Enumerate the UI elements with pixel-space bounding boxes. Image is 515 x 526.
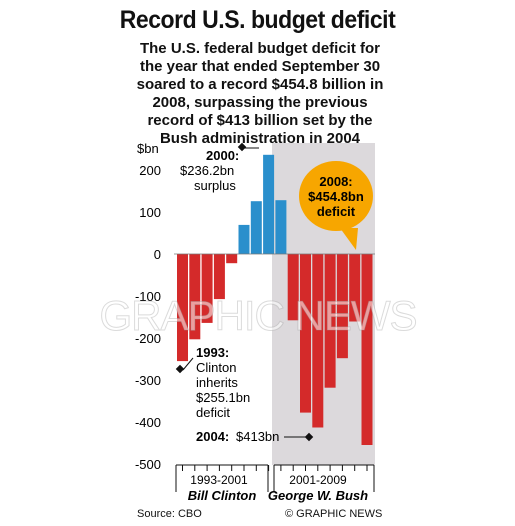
president-bush: George W. Bush <box>268 488 368 503</box>
annotation-2004-value: $413bn <box>236 429 279 444</box>
source-note: Source: CBO <box>137 508 202 520</box>
annotation-2008-label: deficit <box>317 204 356 219</box>
chart-subtitle: The U.S. federal budget deficit for the … <box>110 40 410 148</box>
watermark-text: GRAPHIC NEWS <box>99 292 416 339</box>
annotation-1993-marker <box>175 364 185 374</box>
credit-note: © GRAPHIC NEWS <box>285 508 383 520</box>
subtitle-line: record of $413 billion set by the <box>147 112 373 129</box>
period-range-clinton: 1993-2001 <box>190 473 248 487</box>
bar-1994 <box>189 254 201 340</box>
bar-2000 <box>263 154 275 254</box>
subtitle-line: soared to a record $454.8 billion in <box>136 76 384 93</box>
annotation-1993: 1993: Clinton inherits $255.1bn deficit <box>175 345 250 420</box>
subtitle-line: the year that ended September 30 <box>139 58 381 75</box>
bar-2003 <box>300 254 311 413</box>
annotation-2004: 2004: $413bn <box>196 429 314 444</box>
annotation-2000-marker <box>237 142 247 152</box>
annotation-1993-line: Clinton <box>196 360 236 375</box>
bar-1993 <box>177 254 188 362</box>
annotation-2008-value: $454.8bn <box>308 189 364 204</box>
y-tick-label: 200 <box>139 163 161 178</box>
bar-2002 <box>287 254 299 321</box>
subtitle-line: 2008, surpassing the previous <box>152 94 368 111</box>
bar-1995 <box>201 254 213 323</box>
annotation-2004-marker <box>304 432 314 442</box>
annotation-1993-leader <box>182 357 194 371</box>
y-tick-label: -100 <box>135 289 161 304</box>
y-unit-label: $bn <box>137 141 159 156</box>
bar-2006 <box>336 254 348 359</box>
callout-bubble <box>299 161 373 231</box>
annotation-2004-year: 2004: <box>196 429 229 444</box>
annotation-1993-line: inherits <box>196 375 238 390</box>
president-clinton: Bill Clinton <box>188 488 257 503</box>
y-tick-label: -500 <box>135 457 161 472</box>
y-tick-label: -200 <box>135 331 161 346</box>
bar-2005 <box>324 254 336 388</box>
y-tick-label: 0 <box>154 247 161 262</box>
bar-2008 <box>361 254 373 445</box>
bar-1999 <box>250 201 262 254</box>
bar-2001 <box>275 200 287 254</box>
annotation-1993-line: $255.1bn <box>196 390 250 405</box>
bar-1996 <box>213 254 225 300</box>
bar-1997 <box>226 254 238 264</box>
y-tick-labels: 200 100 0 -100 -200 -300 -400 -500 <box>135 163 161 472</box>
annotation-2000: 2000: $236.2bn surplus <box>180 142 259 193</box>
callout-pointer <box>340 228 358 250</box>
x-period-axis: 1993-2001 2001-2009 Bill Clinton George … <box>175 464 375 503</box>
annotation-2008-callout: 2008: $454.8bn deficit <box>299 161 373 250</box>
y-tick-label: -300 <box>135 373 161 388</box>
bar-2007 <box>349 254 361 322</box>
y-tick-label: -400 <box>135 415 161 430</box>
bar-2004 <box>312 254 324 428</box>
period-range-bush: 2001-2009 <box>289 473 347 487</box>
y-tick-label: 100 <box>139 205 161 220</box>
subtitle-line: The U.S. federal budget deficit for <box>139 40 381 57</box>
bar-series <box>177 154 373 445</box>
annotation-2000-year: 2000: <box>206 148 239 163</box>
chart-title: Record U.S. budget deficit <box>119 6 396 34</box>
annotation-2000-label: surplus <box>194 178 236 193</box>
annotation-2008-year: 2008: <box>319 174 352 189</box>
annotation-2000-value: $236.2bn <box>180 163 234 178</box>
annotation-1993-line: deficit <box>196 405 230 420</box>
x-ticks <box>182 465 368 471</box>
bar-1998 <box>238 224 250 254</box>
annotation-1993-year: 1993: <box>196 345 229 360</box>
subtitle-line: Bush administration in 2004 <box>159 130 361 147</box>
